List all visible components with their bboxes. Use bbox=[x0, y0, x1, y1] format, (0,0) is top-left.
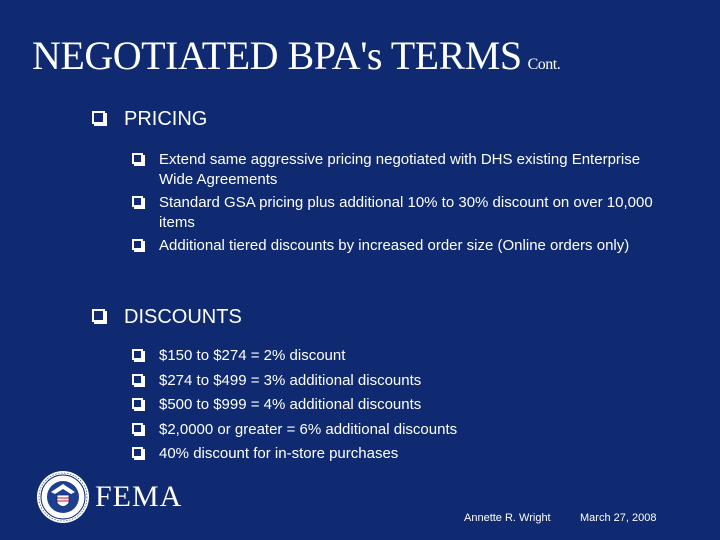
checkbox-bullet-icon bbox=[92, 309, 107, 324]
checkbox-bullet-icon bbox=[92, 111, 107, 126]
list-item-text: $274 to $499 = 3% additional discounts bbox=[159, 371, 422, 389]
list-item-text: $2,0000 or greater = 6% additional disco… bbox=[159, 420, 458, 438]
slide-title: NEGOTIATED BPA's TERMS Cont. bbox=[32, 32, 561, 89]
list-item: Standard GSA pricing plus additional 10%… bbox=[132, 193, 669, 232]
checkbox-bullet-icon bbox=[132, 196, 145, 209]
list-item-text: Additional tiered discounts by increased… bbox=[159, 237, 630, 254]
footer-author: Annette R. Wright bbox=[464, 512, 551, 524]
checkbox-bullet-icon bbox=[132, 422, 145, 436]
list-item: 40% discount for in-store purchases bbox=[132, 444, 669, 464]
dhs-seal-icon bbox=[37, 471, 89, 523]
list-item: Extend same aggressive pricing negotiate… bbox=[132, 150, 669, 189]
slide-title-suffix: Cont. bbox=[527, 56, 561, 73]
discounts-list: $150 to $274 = 2% discount $274 to $499 … bbox=[132, 346, 669, 469]
pricing-list: Extend same aggressive pricing negotiate… bbox=[132, 150, 669, 260]
list-item-text: $150 to $274 = 2% discount bbox=[159, 347, 346, 364]
discounts-heading-text: DISCOUNTS bbox=[124, 306, 242, 328]
fema-logo: FEMA bbox=[95, 480, 183, 513]
list-item-text: Standard GSA pricing plus additional 10%… bbox=[159, 194, 653, 231]
checkbox-bullet-icon bbox=[132, 373, 145, 387]
checkbox-bullet-icon bbox=[132, 398, 145, 411]
list-item-text: Extend same aggressive pricing negotiate… bbox=[159, 151, 641, 188]
list-item: $2,0000 or greater = 6% additional disco… bbox=[132, 420, 669, 440]
pricing-heading-text: PRICING bbox=[124, 108, 208, 130]
list-item-text: 40% discount for in-store purchases bbox=[159, 445, 399, 462]
checkbox-bullet-icon bbox=[132, 153, 145, 166]
checkbox-bullet-icon bbox=[132, 239, 145, 252]
list-item: Additional tiered discounts by increased… bbox=[132, 236, 669, 256]
footer-date: March 27, 2008 bbox=[580, 512, 657, 524]
list-item-text: $500 to $999 = 4% additional discounts bbox=[159, 396, 422, 413]
checkbox-bullet-icon bbox=[132, 349, 145, 362]
checkbox-bullet-icon bbox=[132, 447, 145, 460]
slide-title-text: NEGOTIATED BPA's TERMS bbox=[32, 33, 522, 78]
list-item: $150 to $274 = 2% discount bbox=[132, 346, 669, 366]
list-item: $500 to $999 = 4% additional discounts bbox=[132, 395, 669, 415]
list-item: $274 to $499 = 3% additional discounts bbox=[132, 371, 669, 391]
